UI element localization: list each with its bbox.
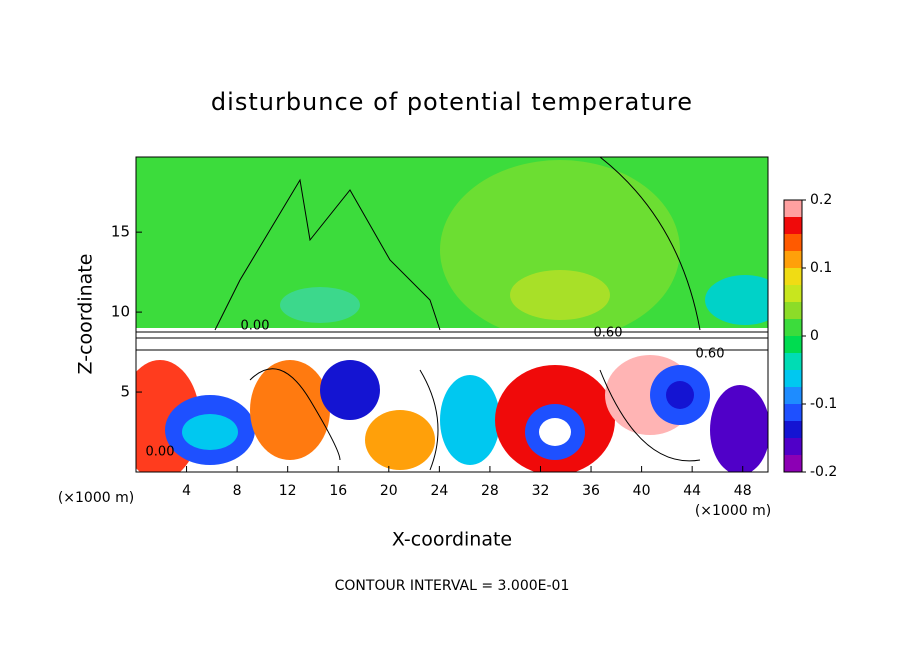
contour-label: 0.00 (241, 319, 270, 334)
x-tick-label: 28 (481, 483, 499, 499)
colorbar-segment (784, 438, 802, 455)
colorbar-segment (784, 336, 802, 353)
colorbar-segment (784, 251, 802, 268)
x-tick-label: 24 (430, 483, 448, 499)
colorbar-tick-label: 0.1 (810, 260, 832, 276)
x-tick-label: 44 (683, 483, 701, 499)
x-tick-label: 32 (532, 483, 550, 499)
x-tick-label: 48 (734, 483, 752, 499)
colorbar-segment (784, 404, 802, 421)
colorbar-tick-label: 0.2 (810, 192, 832, 208)
x-tick-label: 12 (279, 483, 297, 499)
contour-label: 0.60 (594, 326, 623, 341)
colorbar-segment (784, 234, 802, 251)
colorbar-tick-label: 0 (810, 328, 819, 344)
x-tick-label: 16 (329, 483, 347, 499)
contour-label: 0.60 (696, 347, 725, 362)
x-tick-label: 40 (633, 483, 651, 499)
chart-title: disturbunce of potential temperature (211, 88, 693, 116)
x-tick-label: 36 (582, 483, 600, 499)
x-unit-label: (×1000 m) (695, 503, 771, 519)
colorbar-segment (784, 285, 802, 302)
x-axis-label: X-coordinate (392, 529, 512, 551)
y-tick-label: 15 (111, 223, 130, 241)
colorbar-segment (784, 387, 802, 404)
contour-label: 0.00 (146, 445, 175, 460)
colorbar-segment (784, 200, 802, 217)
colorbar-tick-label: -0.1 (810, 396, 837, 412)
x-tick-label: 8 (233, 483, 242, 499)
field (136, 157, 768, 472)
footnote: CONTOUR INTERVAL = 3.000E-01 (335, 578, 570, 594)
y-axis-label: Z-coordinate (75, 254, 97, 375)
plot-frame (135, 156, 769, 473)
colorbar-segment (784, 302, 802, 319)
y-tick-label: 5 (120, 383, 130, 401)
colorbar-segment (784, 268, 802, 285)
colorbar-tick-label: -0.2 (810, 464, 837, 480)
x-unit-label: (×1000 m) (58, 490, 134, 506)
colorbar-segment (784, 319, 802, 336)
colorbar-segment (784, 353, 802, 370)
colorbar-segment (784, 421, 802, 438)
colorbar-segment (784, 455, 802, 472)
x-tick-label: 4 (182, 483, 191, 499)
colorbar-segment (784, 217, 802, 234)
colorbar-segment (784, 370, 802, 387)
y-tick-label: 10 (111, 303, 130, 321)
x-tick-label: 20 (380, 483, 398, 499)
